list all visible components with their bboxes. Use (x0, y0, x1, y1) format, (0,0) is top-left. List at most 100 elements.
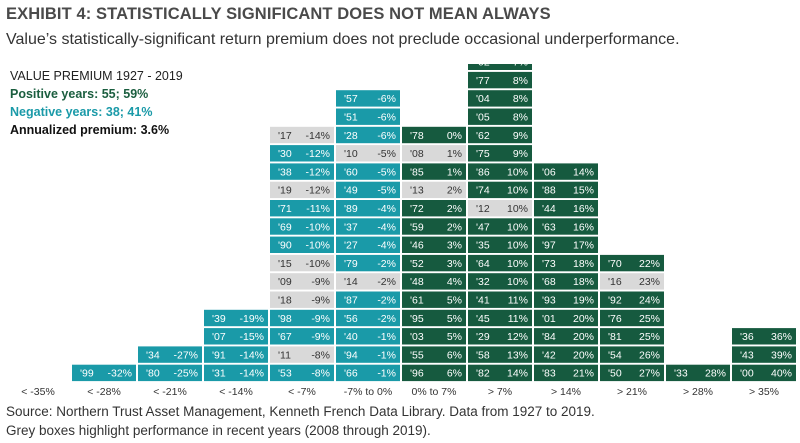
value-label: -6% (377, 112, 396, 124)
year-box: '30 -12% (270, 145, 334, 162)
year-box: '35 10% (468, 236, 532, 253)
year-box-bg (204, 346, 268, 363)
year-label: '42 (542, 349, 556, 361)
legend-positive: Positive years: 55; 59% (10, 87, 149, 101)
year-label: '59 (410, 221, 424, 233)
year-box-bg (468, 364, 532, 382)
value-label: 20% (573, 349, 594, 361)
value-label: -9% (311, 331, 330, 343)
value-label: -8% (311, 349, 330, 361)
year-box: '93 19% (534, 291, 598, 308)
value-label: -14% (305, 130, 330, 142)
year-box-bg (468, 71, 532, 89)
year-box: '19 -12% (270, 181, 334, 199)
year-box: '97 17% (534, 236, 598, 253)
year-box: '86 10% (468, 163, 532, 180)
year-label: '56 (344, 313, 358, 325)
value-label: 4% (447, 276, 462, 288)
year-box: '15 -10% (270, 254, 334, 272)
value-label: 11% (508, 313, 528, 325)
value-label: 21% (573, 368, 594, 380)
value-label: 28% (705, 368, 726, 380)
value-label: -11% (306, 203, 330, 215)
year-box: '91 -14% (204, 346, 268, 363)
year-box: '06 14% (534, 163, 598, 180)
legend-annualized: Annualized premium: 3.6% (10, 123, 170, 137)
year-label: '52 (410, 258, 424, 270)
year-box-bg (468, 200, 532, 217)
value-label: 27% (639, 368, 660, 380)
source-line-1: Source: Northern Trust Asset Management,… (6, 404, 595, 419)
year-label: '15 (278, 258, 292, 270)
year-box: '66 -1% (336, 364, 400, 382)
year-label: '16 (608, 276, 622, 288)
year-box: '75 9% (468, 145, 532, 162)
year-label: '12 (476, 203, 490, 215)
year-box: '18 -9% (270, 291, 334, 308)
value-label: -2% (377, 276, 396, 288)
year-box: '50 27% (600, 364, 664, 382)
value-label: 5% (447, 313, 462, 325)
value-label: -1% (377, 349, 396, 361)
year-label: '69 (278, 221, 292, 233)
value-label: 12% (507, 331, 528, 343)
year-label: '86 (476, 166, 490, 178)
year-box-bg (468, 163, 532, 180)
year-box-bg (732, 328, 796, 345)
year-box: '27 -4% (336, 236, 400, 253)
year-box-bg (336, 346, 400, 363)
year-box-bg (336, 90, 400, 107)
year-box: '01 20% (534, 309, 598, 327)
year-box-bg (402, 181, 466, 199)
value-label: 16% (573, 203, 594, 215)
value-label: 10% (507, 276, 528, 288)
x-tick-label: -7% to 0% (344, 386, 392, 398)
year-box: '64 10% (468, 254, 532, 272)
year-label: '75 (476, 148, 490, 160)
year-box: '94 -1% (336, 346, 400, 363)
year-box: '14 -2% (336, 273, 400, 290)
x-tick-label: < -28% (87, 386, 121, 398)
year-box-bg (600, 328, 664, 345)
value-label: 6% (447, 368, 462, 380)
year-label: '92 (608, 295, 622, 307)
value-label: 8% (513, 75, 528, 87)
value-label: 3% (447, 240, 462, 252)
year-box-bg (270, 163, 334, 180)
year-label: '47 (476, 221, 490, 233)
value-label: 20% (573, 313, 594, 325)
year-label: '43 (740, 349, 754, 361)
year-label: '62 (476, 130, 490, 142)
year-box: '39 -19% (204, 309, 268, 327)
year-box: '11 -8% (270, 346, 334, 363)
year-box-bg (336, 364, 400, 382)
value-label: -9% (311, 295, 330, 307)
value-label: -27% (173, 349, 198, 361)
year-label: '82 (476, 368, 490, 380)
year-box-bg (72, 364, 136, 382)
year-label: '93 (542, 295, 556, 307)
value-label: -9% (311, 276, 330, 288)
value-label: 26% (639, 349, 660, 361)
year-label: '53 (278, 368, 292, 380)
year-label: '00 (740, 368, 754, 380)
value-label: -2% (377, 295, 396, 307)
value-label: -8% (311, 368, 330, 380)
year-box-bg (336, 108, 400, 125)
year-label: '98 (278, 313, 292, 325)
year-label: '87 (344, 295, 358, 307)
year-label: '46 (410, 240, 424, 252)
year-label: '57 (344, 93, 358, 105)
value-label: 3% (447, 258, 462, 270)
year-box: '99 -32% (72, 364, 136, 382)
year-box: '49 -5% (336, 181, 400, 199)
year-box: '69 -10% (270, 218, 334, 235)
value-label: -10% (305, 240, 330, 252)
year-box-bg (468, 273, 532, 290)
year-label: '73 (542, 258, 556, 270)
year-label: '13 (410, 185, 424, 197)
value-label: 16% (573, 221, 594, 233)
year-box: '83 21% (534, 364, 598, 382)
x-tick-label: < -35% (21, 386, 55, 398)
x-tick-label: > 14% (551, 386, 581, 398)
